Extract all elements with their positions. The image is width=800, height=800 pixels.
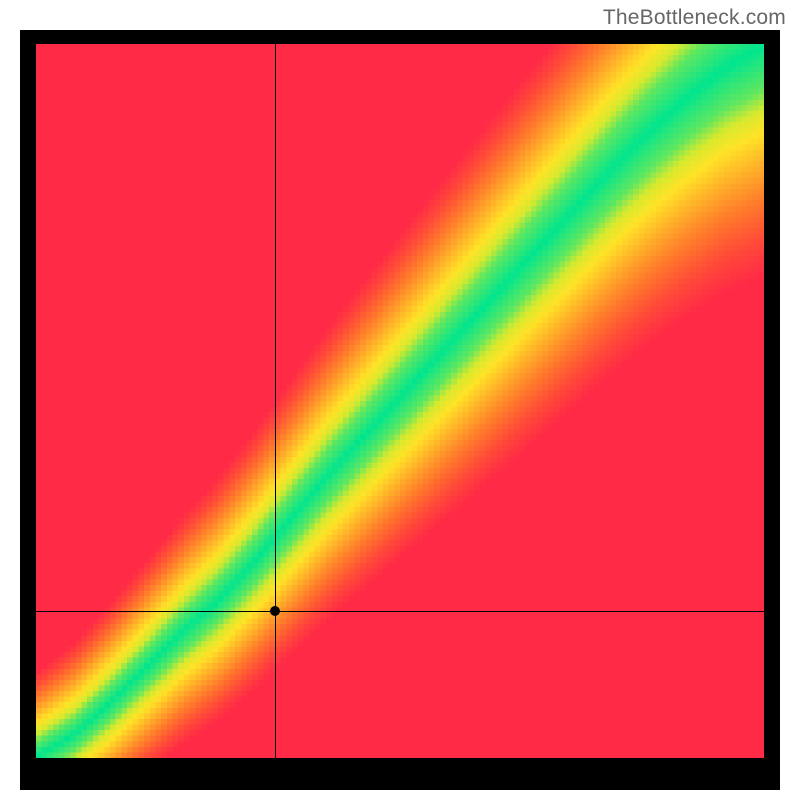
watermark-text: TheBottleneck.com <box>603 6 786 30</box>
chart-container: TheBottleneck.com <box>0 0 800 800</box>
chart-frame <box>20 30 780 790</box>
heatmap-canvas <box>36 44 764 758</box>
crosshair-horizontal <box>20 611 780 612</box>
crosshair-marker <box>270 606 280 616</box>
crosshair-vertical <box>275 30 276 790</box>
